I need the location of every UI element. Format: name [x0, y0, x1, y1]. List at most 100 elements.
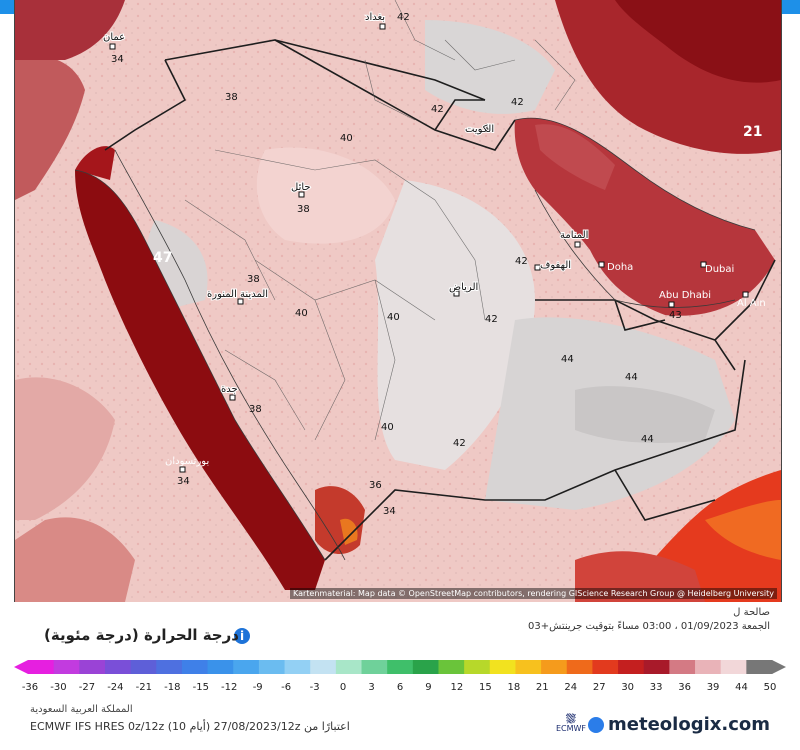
scale-tick-label: 44 — [735, 682, 748, 693]
scale-tick-label: 18 — [507, 682, 521, 693]
scale-tick-label: 12 — [450, 682, 464, 693]
city-label: Doha — [607, 262, 633, 273]
info-icon[interactable]: i — [234, 628, 250, 644]
brand-logo[interactable]: meteologix.com — [588, 714, 770, 735]
color-scale-swatch — [438, 660, 465, 674]
scale-tick-label: -24 — [107, 682, 124, 693]
city-label: Al Ain — [737, 298, 766, 309]
city-marker[interactable]: الرياض 42 — [448, 281, 498, 325]
map-canvas: عمان 34 بغداد 42 الكويت 42 حائل 38 المنا… — [15, 0, 781, 602]
scale-tick-label: 30 — [621, 682, 635, 693]
city-label: عمان — [103, 32, 125, 43]
scale-tick-label: -36 — [21, 682, 39, 693]
scale-tick-label: 9 — [425, 682, 432, 693]
brand-name: meteologix.com — [608, 714, 770, 735]
ecmwf-logo[interactable]: ⛆ ECMWF — [555, 712, 586, 733]
city-marker[interactable]: المدينة المنورة 40 — [206, 288, 308, 319]
city-marker[interactable]: Doha — [598, 261, 633, 273]
color-scale-swatch — [618, 660, 645, 674]
valid-label: صالحة ل — [733, 607, 770, 618]
city-temp: 43 — [669, 310, 682, 321]
city-label: Dubai — [705, 264, 734, 275]
scale-tick-label: -12 — [221, 682, 238, 693]
color-scale-swatch — [156, 660, 183, 674]
map-credit: Kartenmaterial: Map data © OpenStreetMap… — [289, 588, 777, 599]
ecmwf-label: ECMWF — [555, 724, 586, 733]
scale-tick-label: 36 — [678, 682, 691, 693]
color-scale-swatch — [720, 660, 747, 674]
isoline-label: 47 — [153, 250, 172, 266]
scale-tick-label: -6 — [281, 682, 292, 693]
city-label: حائل — [291, 182, 311, 193]
scale-tick-label: 33 — [649, 682, 663, 693]
city-marker[interactable]: حائل 38 — [290, 181, 312, 215]
scale-tick-label: -27 — [78, 682, 96, 693]
color-scale-swatch — [669, 660, 696, 674]
color-scale-bar — [14, 660, 786, 674]
city-marker[interactable]: بغداد 42 — [364, 11, 410, 30]
color-scale-swatch — [746, 660, 773, 674]
color-scale-swatch — [53, 660, 80, 674]
scale-tick-label: 15 — [479, 682, 492, 693]
color-scale-swatch — [489, 660, 516, 674]
globe-icon — [588, 717, 605, 733]
legend-title: درجة الحرارة (درجة مئوية) — [44, 626, 239, 644]
color-scale-swatch — [104, 660, 132, 674]
city-marker[interactable]: الهفوف — [534, 259, 572, 272]
isoline-label: 38 — [247, 274, 260, 285]
scale-tick-label: -30 — [50, 682, 67, 693]
city-marker[interactable]: جدة 38 — [220, 383, 262, 415]
city-label: الكويت — [465, 124, 494, 135]
scale-min-arrow — [14, 660, 28, 674]
isoline-label: 40 — [381, 422, 394, 433]
legend-panel: i درجة الحرارة (درجة مئوية) صالحة ل الجم… — [0, 602, 800, 750]
color-scale-swatch — [387, 660, 414, 674]
color-scale-swatch — [130, 660, 157, 674]
scale-tick-label: -9 — [252, 682, 263, 693]
city-marker[interactable]: بورتسودان 34 — [165, 456, 209, 487]
color-scale-swatch — [412, 660, 439, 674]
color-scale-swatch — [79, 660, 106, 674]
scale-tick-label: -15 — [192, 682, 209, 693]
scale-tick-label: -3 — [309, 682, 320, 693]
scale-tick-label: 27 — [592, 682, 606, 693]
region-name: المملكة العربية السعودية — [30, 704, 133, 715]
isoline-label: 42 — [453, 438, 466, 449]
city-label: بغداد — [365, 12, 385, 23]
city-temp: 38 — [249, 404, 262, 415]
city-temp: 42 — [397, 12, 410, 23]
city-label: الهفوف — [540, 260, 571, 271]
city-marker[interactable]: المنامة 42 — [515, 229, 589, 267]
model-info: ECMWF IFS HRES 0z/12z (10 أيام) 27/08/20… — [30, 720, 350, 733]
isoline-label: 40 — [340, 133, 353, 144]
valid-datetime: الجمعة 01/09/2023 ، 03:00 مساءً بتوقيت ج… — [527, 621, 770, 632]
scale-tick-label: 6 — [396, 682, 404, 693]
city-marker[interactable]: Dubai — [700, 261, 734, 275]
color-scale-swatch — [284, 660, 311, 674]
city-label: جدة — [221, 384, 238, 395]
color-scale-swatch — [464, 660, 491, 674]
isoline-label: 38 — [225, 92, 238, 103]
temperature-map[interactable]: عمان 34 بغداد 42 الكويت 42 حائل 38 المنا… — [14, 0, 782, 602]
city-marker[interactable]: Al Ain — [737, 291, 766, 309]
scale-tick-label: -18 — [164, 682, 181, 693]
city-label: المدينة المنورة — [207, 289, 268, 300]
city-marker[interactable]: Abu Dhabi 43 — [659, 290, 711, 321]
color-scale-swatch — [361, 660, 388, 674]
city-marker[interactable]: عمان 34 — [102, 31, 126, 65]
color-scale-ticks: -36 -30 -27 -24 -21 -18 -15 -12 -9 -6 -3 0 3 6 9 12 15 18… — [22, 682, 777, 696]
valid-time: صالحة ل الجمعة 01/09/2023 ، 03:00 مساءً … — [528, 606, 770, 634]
scale-tick-label: 0 — [339, 682, 347, 693]
city-label: الرياض — [449, 282, 478, 293]
isoline-label: 36 — [369, 480, 382, 491]
color-scale-swatch — [515, 660, 542, 674]
isoline-label: 40 — [387, 312, 400, 323]
color-scale-swatch — [566, 660, 593, 674]
city-temp: 42 — [515, 256, 528, 267]
city-marker[interactable]: الكويت 42 — [464, 97, 524, 136]
isoline-label: 21 — [743, 124, 762, 140]
color-scale-swatch — [695, 660, 722, 674]
color-scale-swatch — [233, 660, 260, 674]
isoline-label: 34 — [383, 506, 396, 517]
city-temp: 40 — [295, 308, 308, 319]
